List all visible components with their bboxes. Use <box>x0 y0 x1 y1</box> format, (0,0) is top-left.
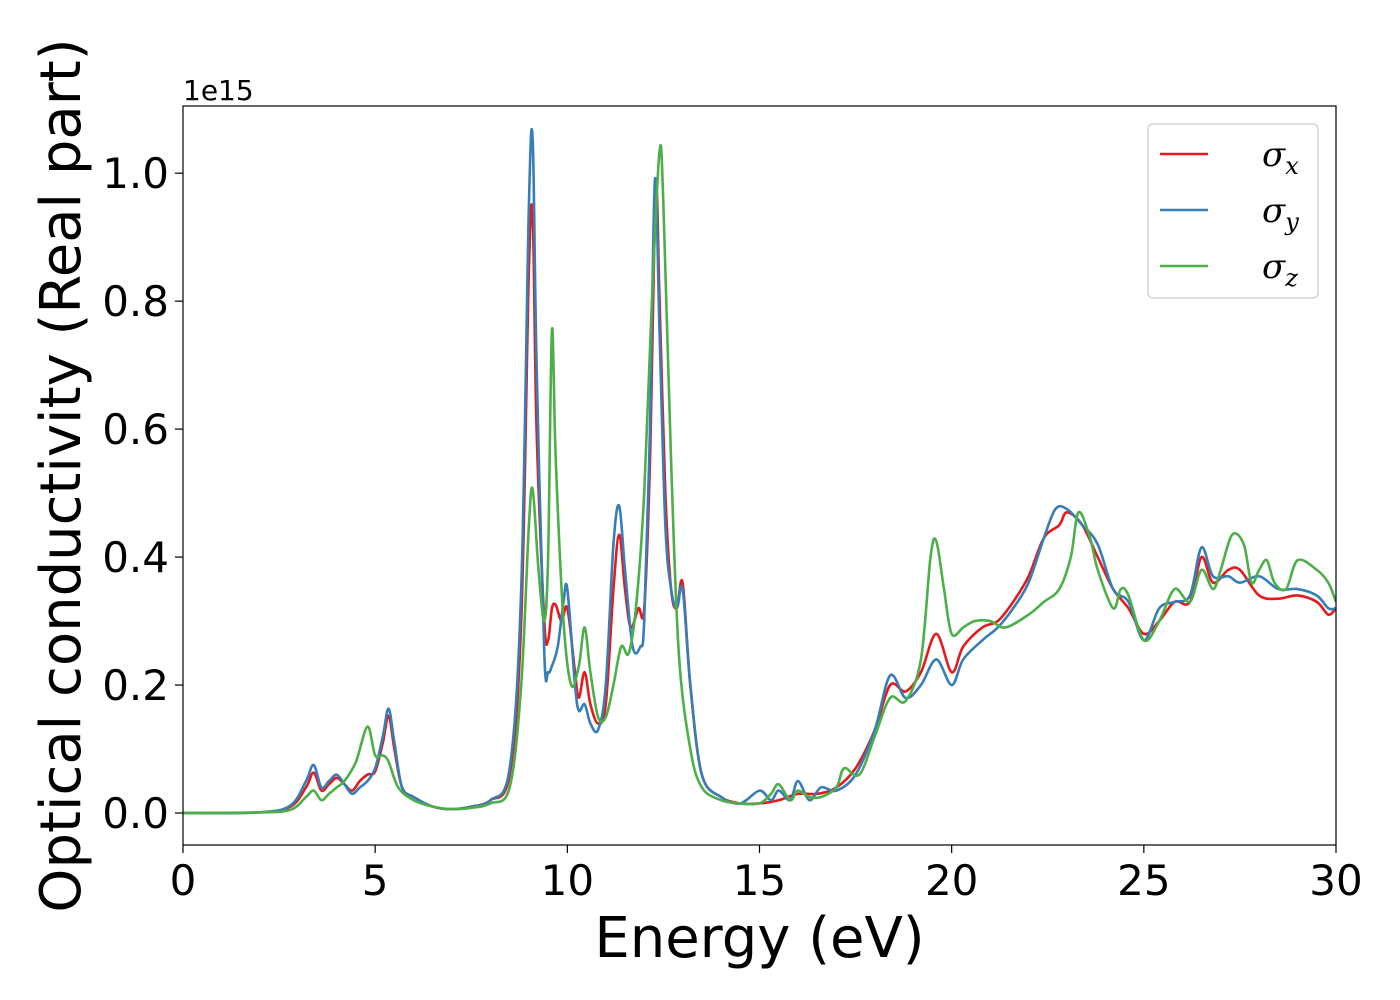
legend-subscript: y <box>1284 208 1299 236</box>
legend-subscript: x <box>1285 152 1299 180</box>
series-line-z <box>183 144 1336 815</box>
y-tick-label: 0.0 <box>102 789 169 838</box>
x-axis-ticks: 0 5 10 15 20 25 30 <box>170 845 1363 905</box>
y-tick-label: 0.2 <box>102 661 169 710</box>
x-axis-title: Energy (eV) <box>594 906 924 971</box>
legend-symbol: σ <box>1262 247 1286 287</box>
legend-label-z: σz <box>1262 247 1298 292</box>
y-tick-label: 0.6 <box>102 405 169 454</box>
legend-subscript: z <box>1284 264 1298 292</box>
series-lines <box>183 127 1336 815</box>
y-tick-label: 0.4 <box>102 533 169 582</box>
legend-symbol: σ <box>1262 135 1286 175</box>
series-line-y <box>183 127 1336 815</box>
y-axis-offset-text: 1e15 <box>183 74 254 107</box>
x-tick-label: 15 <box>733 856 786 905</box>
legend-box <box>1147 123 1319 299</box>
y-axis-ticks: 0.0 0.2 0.4 0.6 0.8 1.0 <box>102 149 183 838</box>
x-tick-label: 10 <box>541 856 594 905</box>
x-tick-label: 20 <box>925 856 978 905</box>
legend-symbol: σ <box>1262 191 1286 231</box>
y-tick-label: 0.8 <box>102 277 169 326</box>
x-tick-label: 5 <box>362 856 389 905</box>
x-tick-label: 30 <box>1309 856 1362 905</box>
x-tick-label: 0 <box>170 856 197 905</box>
x-tick-label: 25 <box>1117 856 1170 905</box>
y-axis-title: Optical conductivity (Real part) <box>29 38 94 912</box>
legend-label-x: σx <box>1262 135 1299 180</box>
y-tick-label: 1.0 <box>102 149 169 198</box>
legend-label-y: σy <box>1262 191 1299 236</box>
